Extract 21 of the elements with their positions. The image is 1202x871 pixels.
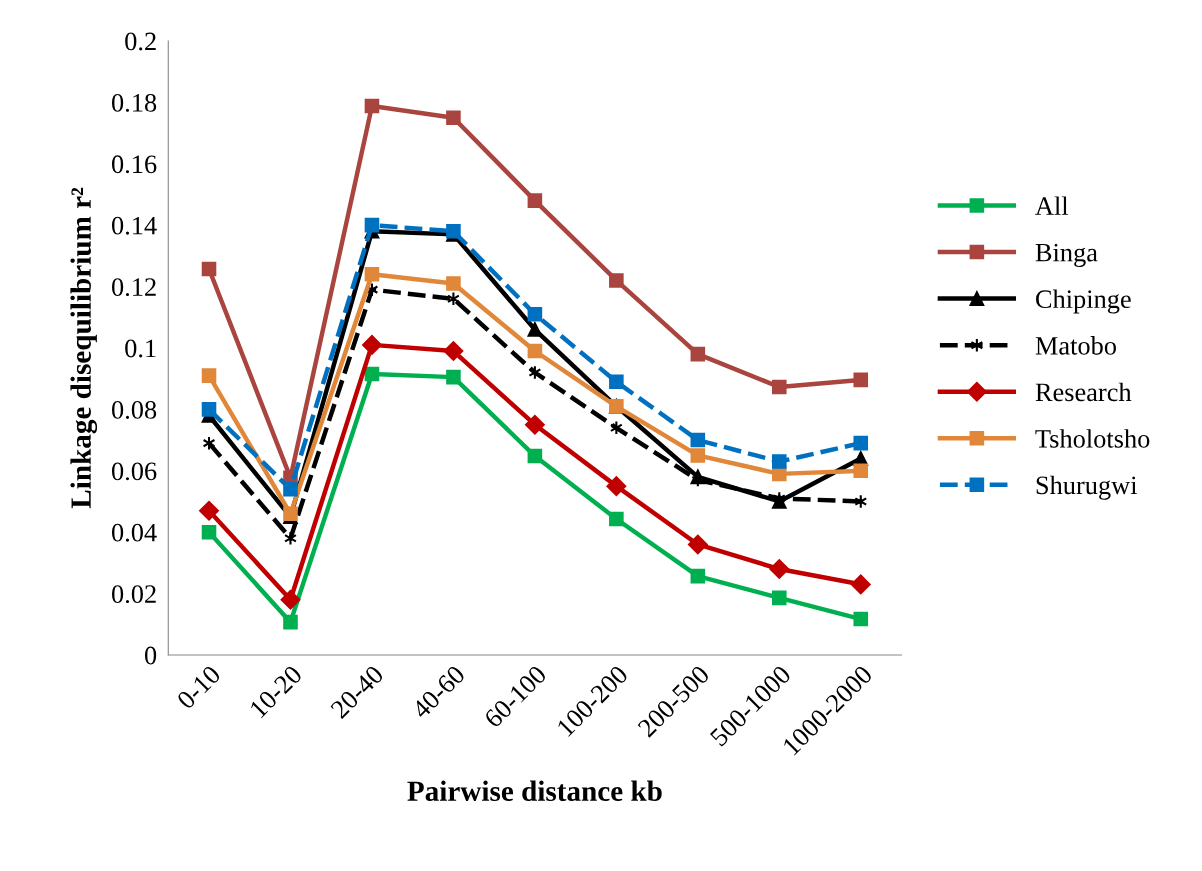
y-tick-label: 0 [144,646,157,665]
y-axis-title: Linkage disequilibrium r² [70,187,98,509]
y-tick-label: 0.14 [111,216,157,235]
y-tick-label: 0.1 [125,339,156,358]
legend-label: All [1035,196,1069,215]
y-tick-label: 0.08 [111,400,157,419]
legend-label: Tsholotsho [1035,429,1150,448]
legend-label: Shurugwi [1036,475,1138,500]
y-tick-label: 0.12 [111,278,156,297]
x-tick-label: 0-10 [176,664,222,710]
legend-label: Binga [1035,243,1098,267]
legend-label: Research [1035,382,1132,402]
legend-label: Matobo [1035,336,1116,355]
legend-label: Chipinge [1036,289,1131,314]
y-tick-label: 0.04 [111,523,157,542]
y-tick-label: 0.02 [111,585,156,604]
y-tick-label: 0.2 [125,32,156,51]
y-tick-label: 0.06 [111,462,157,481]
y-tick-label: 0.18 [111,93,157,112]
y-tick-label: 0.16 [111,155,157,174]
x-axis-title: Pairwise distance kb [407,780,662,802]
